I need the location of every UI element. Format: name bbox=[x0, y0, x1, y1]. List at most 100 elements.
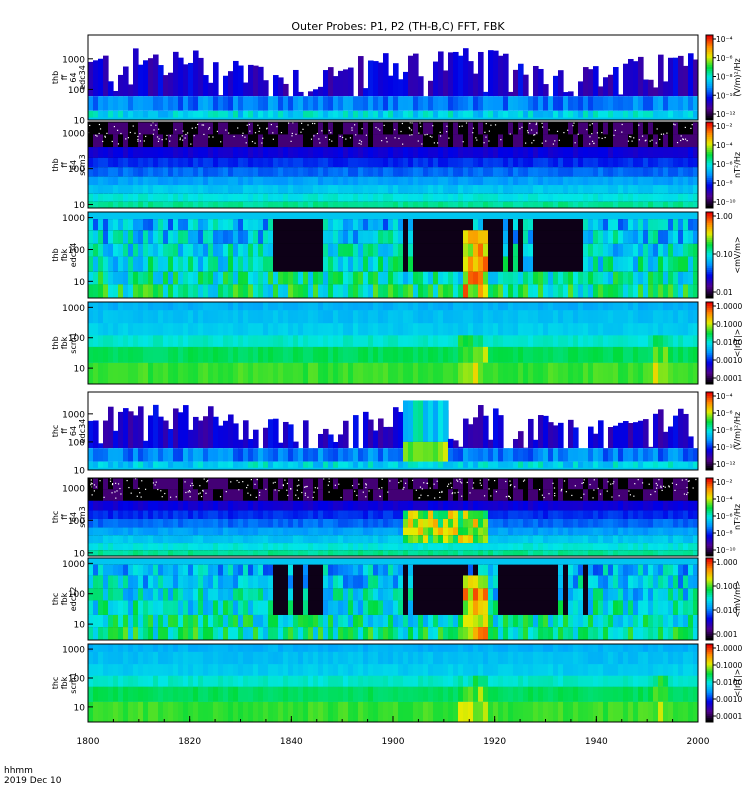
colorbar-tick-label: 1.00 bbox=[716, 212, 733, 221]
y-tick-label: 1000 bbox=[62, 129, 85, 139]
colorbar-tick-label: 0.0001 bbox=[716, 374, 742, 383]
colorbar-tick-label: 0.010 bbox=[716, 606, 738, 615]
colorbar-tick-label: 10⁻¹⁰ bbox=[716, 198, 736, 207]
colorbar-tick-label: 0.10 bbox=[716, 250, 733, 259]
colorbar-tick-label: 1.0000 bbox=[716, 302, 742, 311]
y-axis-label-line: 64 bbox=[69, 512, 78, 522]
y-tick-label: 1000 bbox=[62, 560, 85, 570]
panel-frame bbox=[87, 121, 699, 209]
panel-frame bbox=[87, 301, 699, 385]
panel-frame bbox=[87, 34, 699, 121]
panel-thc-ff-64-scm3: 10 100 1000 thc ff 64 scm3 10⁻² 10⁻⁴ 10⁻⁶ 10⁻⁸ 10⁻¹… bbox=[51, 477, 742, 559]
colorbar-label: (V/m)²/Hz bbox=[733, 58, 742, 96]
x-tick-label: 1920 bbox=[483, 737, 506, 747]
colorbar-tick-label: 10⁻⁶ bbox=[716, 160, 733, 169]
y-axis-label-line: ff bbox=[60, 162, 69, 168]
y-tick-label: 100 bbox=[68, 246, 85, 256]
colorbar-label: (V/m)²/Hz bbox=[733, 412, 742, 450]
chart-title: Outer Probes: P1, P2 (TH-B,C) FFT, FBK bbox=[291, 20, 505, 33]
y-axis-label-line: scm1 bbox=[69, 672, 78, 693]
panel-frame bbox=[87, 211, 699, 299]
colorbar: 10⁻² 10⁻⁴ 10⁻⁶ 10⁻⁸ 10⁻¹⁰ nT²/Hz bbox=[705, 477, 742, 557]
x-tick-label: 1840 bbox=[280, 737, 303, 747]
y-tick-label: 100 bbox=[68, 438, 85, 448]
colorbar-tick-label: 10⁻² bbox=[716, 478, 733, 487]
y-tick-label: 100 bbox=[68, 674, 85, 684]
time-axis: 1800 1820 1840 1900 1920 1940 2000 bbox=[77, 716, 710, 747]
colorbar-tick-label: 10⁻⁶ bbox=[716, 54, 733, 63]
y-axis-label-line: fbk bbox=[60, 248, 69, 261]
y-tick-label: 1000 bbox=[62, 55, 85, 65]
y-tick-label: 1000 bbox=[62, 410, 85, 420]
y-axis-label-line: thb bbox=[51, 71, 60, 84]
y-axis-label-line: fbk bbox=[60, 592, 69, 605]
colorbar-tick-label: 0.0100 bbox=[716, 338, 742, 347]
y-axis-label-line: 64 bbox=[69, 160, 78, 170]
y-axis-label-line: thb bbox=[51, 158, 60, 171]
colorbar: 1.0000 0.1000 0.0100 0.0010 0.0001 <|nT|> bbox=[705, 301, 742, 385]
y-axis-label-line: ff bbox=[60, 74, 69, 80]
panel-frame bbox=[87, 477, 699, 557]
y-tick-label: 10 bbox=[74, 703, 86, 713]
panel-thb-ff-64-scm3: 10 100 1000 thb ff 64 scm3 10⁻² 10⁻⁴ 10⁻⁶ 10⁻⁸ 10⁻¹… bbox=[51, 121, 742, 211]
y-tick-label: 10 bbox=[74, 365, 86, 375]
x-tick-label: 1800 bbox=[77, 737, 100, 747]
colorbar-label: <|nT|> bbox=[733, 669, 742, 698]
colorbar-tick-label: 10⁻⁸ bbox=[716, 73, 733, 82]
colorbar-label: nT²/Hz bbox=[733, 504, 742, 530]
colorbar: 1.000 0.100 0.010 0.001 <mV/m> bbox=[705, 557, 742, 641]
colorbar-tick-label: 10⁻¹² bbox=[716, 460, 736, 469]
colorbar-tick-label: 0.001 bbox=[716, 630, 738, 639]
colorbar-label: <|nT|> bbox=[733, 329, 742, 358]
y-axis-label-line: fbk bbox=[60, 336, 69, 349]
panel-thb-fbk-edc34: 10 100 1000 thb fbk edc34 1.00 0.10 0.01 <mV/m> bbox=[51, 211, 742, 299]
colorbar-tick-label: 10⁻¹⁰ bbox=[716, 91, 736, 100]
colorbar-tick-label: 1.000 bbox=[716, 558, 738, 567]
spectrogram-image bbox=[88, 302, 698, 384]
colorbar-tick-label: 10⁻⁸ bbox=[716, 529, 733, 538]
spectrogram-image bbox=[88, 122, 698, 208]
colorbar-tick-label: 10⁻² bbox=[716, 122, 733, 131]
colorbar-tick-label: 10⁻⁸ bbox=[716, 179, 733, 188]
colorbar-tick-label: 1.0000 bbox=[716, 644, 742, 653]
x-tick-label: 1820 bbox=[178, 737, 201, 747]
x-tick-label: 1900 bbox=[382, 737, 405, 747]
colorbar-tick-label: 0.1000 bbox=[716, 661, 742, 670]
colorbar-tick-label: 0.0010 bbox=[716, 695, 742, 704]
colorbar-label: <mV/m> bbox=[733, 236, 742, 273]
colorbar: 1.00 0.10 0.01 <mV/m> bbox=[705, 211, 742, 299]
colorbar: 10⁻² 10⁻⁴ 10⁻⁶ 10⁻⁸ 10⁻¹⁰ nT²/Hz bbox=[705, 121, 742, 209]
x-tick-label: 2000 bbox=[687, 737, 710, 747]
y-tick-label: 100 bbox=[68, 86, 85, 96]
y-axis-label-line: scm3 bbox=[78, 506, 87, 527]
colorbar-tick-label: 0.0010 bbox=[716, 356, 742, 365]
spectrogram-image bbox=[88, 35, 698, 120]
x-tick-label: 1940 bbox=[585, 737, 608, 747]
y-axis-label-line: 64 bbox=[69, 426, 78, 436]
y-axis-label-line: edc34 bbox=[69, 243, 78, 268]
spectrogram-image bbox=[88, 478, 698, 556]
y-axis-label-line: thc bbox=[51, 511, 60, 524]
colorbar: 10⁻⁴ 10⁻⁶ 10⁻⁸ 10⁻¹⁰ 10⁻¹² (V/m)²/Hz bbox=[705, 391, 742, 471]
y-tick-label: 100 bbox=[68, 334, 85, 344]
date-label: 2019 Dec 10 bbox=[4, 776, 62, 786]
y-tick-label: 10 bbox=[74, 201, 86, 211]
y-tick-label: 1000 bbox=[62, 646, 85, 656]
panel-thc-fbk-edc12: 10 100 1000 thc fbk edc12 1.000 0.100 0.010 0.001… bbox=[51, 557, 742, 641]
y-axis-label-line: edc34 bbox=[78, 65, 87, 90]
colorbar-tick-label: 0.0100 bbox=[716, 678, 742, 687]
y-tick-label: 10 bbox=[74, 278, 86, 288]
y-axis-label-line: 64 bbox=[69, 72, 78, 82]
y-axis-label-line: scm3 bbox=[78, 154, 87, 175]
y-axis-label-line: thb bbox=[51, 248, 60, 261]
y-tick-label: 1000 bbox=[62, 214, 85, 224]
panel-thb-fbk-scm1: 10 100 1000 thb fbk scm1 1.0000 0.1000 0.0100 0.0… bbox=[51, 301, 742, 385]
y-axis-label-line: fbk bbox=[60, 676, 69, 689]
colorbar-tick-label: 0.100 bbox=[716, 582, 738, 591]
time-format-label: hhmm bbox=[4, 766, 33, 776]
panel-frame bbox=[87, 557, 699, 641]
y-axis-label-line: thc bbox=[51, 593, 60, 606]
y-axis-label-line: edc12 bbox=[69, 587, 78, 612]
